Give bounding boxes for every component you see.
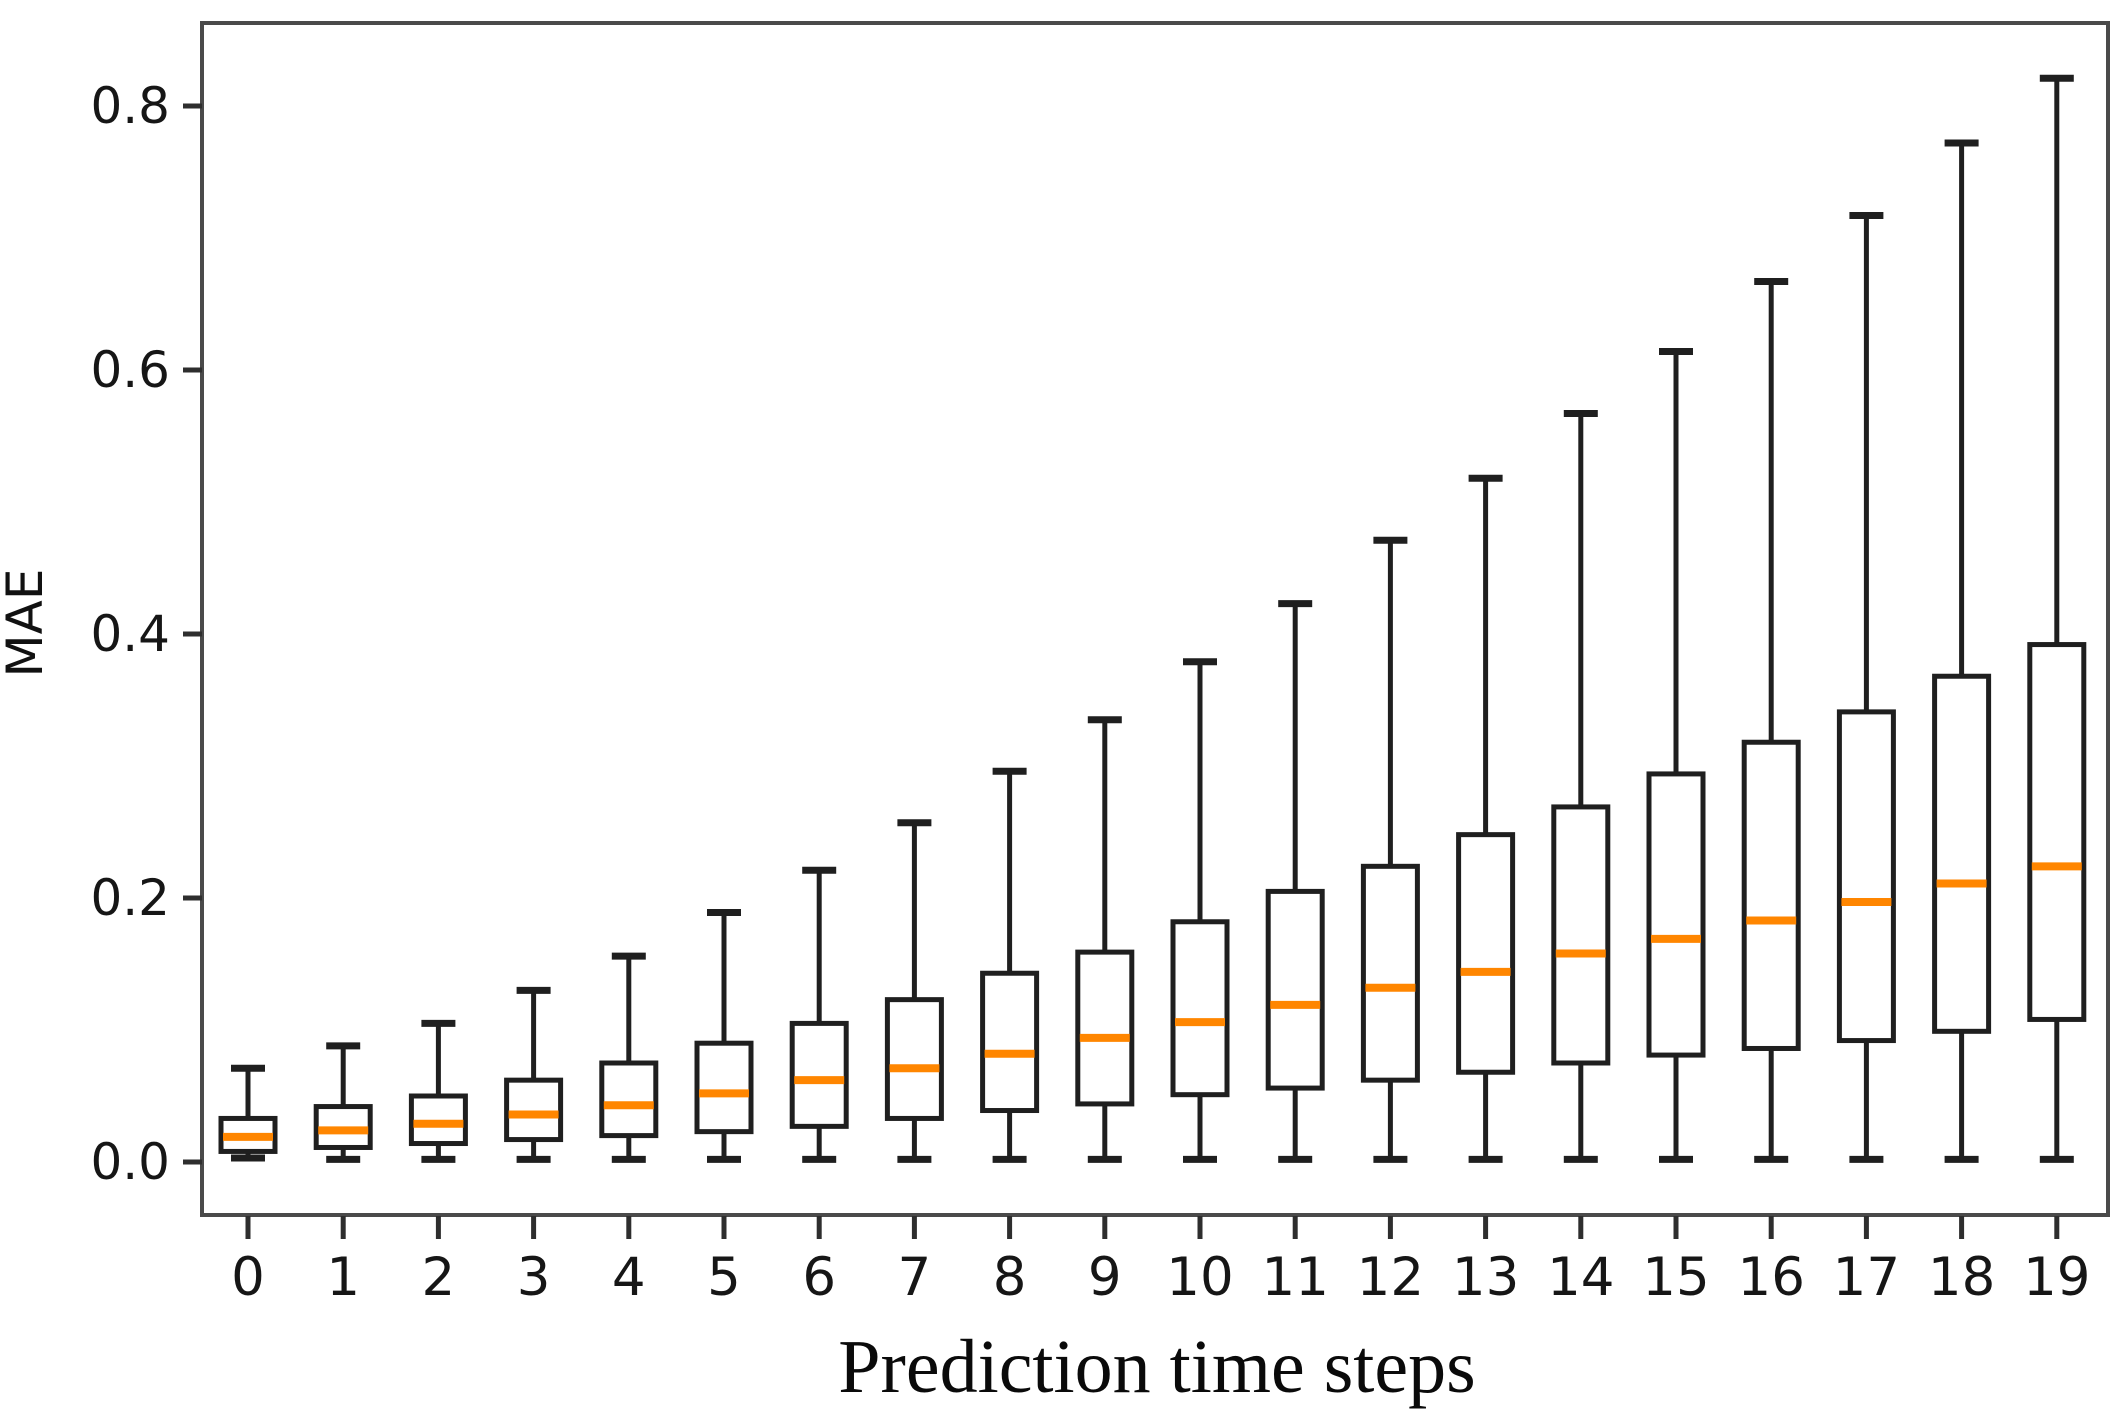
box-iqr [694,1040,754,1135]
x-tick-label: 16 [1737,1247,1804,1308]
y-tick-label: 0.4 [90,605,170,663]
box-iqr [2027,642,2087,1022]
box-iqr [1741,739,1801,1051]
y-axis-title: MAE [0,569,54,678]
x-tick-label: 1 [326,1247,360,1308]
x-tick-label: 14 [1547,1247,1614,1308]
x-tick-label: 8 [993,1247,1027,1308]
box-iqr [1360,863,1420,1083]
box-iqr [789,1020,849,1129]
x-tick-label: 2 [422,1247,456,1308]
x-tick-label: 7 [898,1247,932,1308]
x-tick-label: 19 [2023,1247,2090,1308]
box-iqr [1836,709,1896,1044]
box-iqr [1170,919,1230,1098]
box-iqr [504,1077,564,1143]
box-iqr [1551,804,1611,1066]
x-tick-label: 17 [1833,1247,1900,1308]
box-iqr [1932,673,1992,1034]
y-tick-label: 0.0 [90,1133,170,1191]
x-tick-label: 10 [1166,1247,1233,1308]
x-tick-label: 15 [1642,1247,1709,1308]
x-tick-label: 6 [802,1247,836,1308]
box-iqr [1075,949,1135,1107]
y-tick-label: 0.8 [90,77,170,135]
x-tick-label: 12 [1357,1247,1424,1308]
x-tick-label: 3 [517,1247,551,1308]
box-iqr [884,997,944,1121]
box-iqr [1456,832,1516,1075]
x-tick-label: 11 [1261,1247,1328,1308]
y-tick-label: 0.6 [90,341,170,399]
box-iqr [980,970,1040,1114]
plot-area: 0.00.20.40.60.80 1 2 3 4 5 6 7 8 9 10 11 12 13 14 15 16 1… [90,21,2110,1308]
axes-frame [200,21,2110,1217]
box-iqr [1265,888,1325,1091]
x-tick-label: 18 [1928,1247,1995,1308]
x-tick-label: 13 [1452,1247,1519,1308]
box-iqr [1646,771,1706,1058]
x-tick-label: 5 [707,1247,741,1308]
x-tick-label: 4 [612,1247,646,1308]
y-tick-label: 0.2 [90,869,170,927]
x-axis-title: Prediction time steps [838,1325,1475,1409]
x-tick-label: 9 [1088,1247,1122,1308]
x-tick-label: 0 [231,1247,265,1308]
box-iqr [599,1060,659,1139]
